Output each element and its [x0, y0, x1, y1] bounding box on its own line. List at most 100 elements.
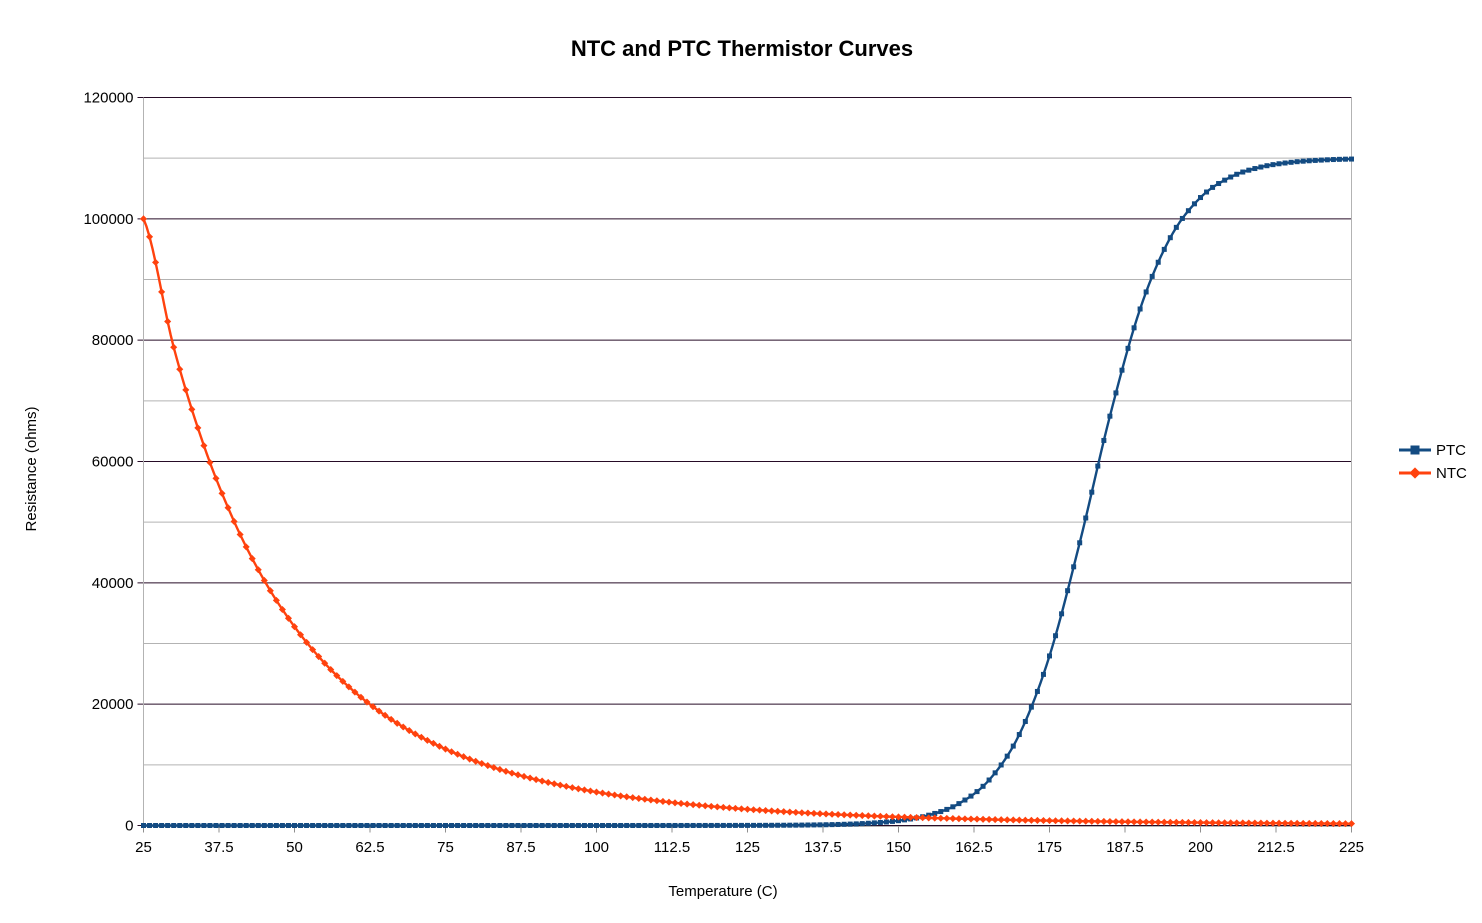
square-marker	[201, 823, 207, 828]
square-marker	[696, 822, 702, 828]
square-marker	[455, 823, 461, 828]
diamond-marker	[532, 776, 540, 784]
diamond-marker	[955, 815, 963, 823]
square-marker	[636, 822, 642, 828]
square-marker	[237, 823, 243, 828]
square-marker	[1234, 171, 1240, 177]
square-marker	[183, 823, 189, 828]
diamond-marker	[290, 623, 299, 631]
square-marker	[1089, 489, 1095, 495]
diamond-marker	[937, 814, 945, 822]
diamond-marker	[472, 757, 480, 765]
square-marker	[189, 823, 195, 828]
square-marker	[467, 823, 473, 828]
square-marker	[1107, 413, 1113, 419]
diamond-marker	[520, 772, 528, 780]
diamond-marker	[417, 733, 425, 741]
y-tick-label: 80000	[92, 332, 134, 349]
square-marker	[618, 823, 624, 828]
square-marker	[720, 822, 726, 828]
diamond-marker	[653, 797, 661, 805]
square-marker	[998, 762, 1004, 768]
legend-square-marker-ptc	[1410, 445, 1420, 455]
diamond-marker	[423, 736, 431, 744]
x-tick-label: 137.5	[804, 839, 842, 856]
x-tick-label: 62.5	[355, 839, 384, 856]
diamond-marker	[484, 762, 492, 770]
diamond-marker	[786, 808, 794, 816]
square-marker	[219, 823, 225, 828]
square-marker	[1300, 158, 1306, 164]
diamond-marker	[1009, 816, 1017, 824]
square-marker	[557, 823, 563, 828]
square-marker	[388, 823, 394, 828]
square-marker	[1276, 161, 1282, 167]
square-marker	[1161, 246, 1167, 252]
diamond-marker	[164, 317, 172, 325]
diamond-marker	[454, 750, 462, 758]
square-marker	[962, 797, 968, 803]
x-tick-label: 200	[1188, 839, 1213, 856]
square-marker	[805, 822, 811, 828]
diamond-marker	[230, 517, 238, 525]
square-marker	[992, 770, 998, 776]
square-marker	[1246, 167, 1252, 173]
y-tick-label: 120000	[83, 90, 133, 107]
diamond-marker	[816, 810, 824, 818]
diamond-marker	[429, 739, 437, 747]
square-marker	[1053, 633, 1059, 639]
diamond-marker	[677, 799, 685, 807]
square-marker	[1095, 463, 1101, 469]
x-tick-label: 87.5	[506, 839, 535, 856]
diamond-marker	[586, 787, 594, 795]
square-marker	[273, 823, 279, 828]
diamond-marker	[762, 807, 770, 815]
square-marker	[1173, 224, 1179, 230]
square-marker	[950, 804, 956, 810]
square-marker	[328, 823, 334, 828]
square-marker	[485, 823, 491, 828]
square-marker	[1155, 259, 1161, 265]
diamond-marker	[949, 815, 957, 823]
square-marker	[316, 823, 322, 828]
square-marker	[853, 821, 859, 827]
square-marker	[793, 822, 799, 828]
diamond-marker	[888, 813, 896, 821]
diamond-marker	[254, 566, 262, 574]
diamond-marker	[514, 771, 522, 779]
diamond-marker	[804, 809, 812, 817]
diamond-marker	[925, 814, 933, 822]
diamond-marker	[919, 814, 927, 822]
series-markers	[139, 156, 1356, 828]
square-marker	[1028, 704, 1034, 710]
square-marker	[1010, 743, 1016, 749]
diamond-marker	[405, 726, 413, 735]
square-marker	[835, 821, 841, 827]
square-marker	[225, 823, 231, 828]
diamond-marker	[641, 795, 649, 803]
square-marker	[1101, 437, 1107, 443]
square-marker	[1047, 653, 1052, 659]
square-marker	[503, 823, 509, 828]
x-tick-label: 187.5	[1106, 839, 1144, 856]
diamond-marker	[756, 806, 764, 814]
diamond-marker	[798, 809, 806, 817]
square-marker	[322, 823, 328, 828]
diamond-marker	[146, 233, 154, 241]
square-marker	[310, 823, 316, 828]
diamond-marker	[961, 815, 969, 823]
square-marker	[648, 822, 654, 828]
diamond-marker	[768, 807, 776, 815]
x-tick-label: 112.5	[654, 839, 690, 856]
diamond-marker	[780, 808, 788, 816]
square-marker	[412, 823, 418, 828]
diamond-marker	[774, 807, 782, 815]
square-marker	[1022, 718, 1028, 724]
x-axis-tick-labels: 25 37.5 50 62.5 75 87.5 100 112.5 125 137.5 150 162…	[135, 839, 1364, 856]
square-marker	[624, 822, 630, 828]
square-marker	[1059, 611, 1065, 617]
square-marker	[865, 820, 871, 826]
ntc-markers	[139, 215, 1356, 828]
square-marker	[346, 823, 352, 828]
y-tick-label: 40000	[92, 575, 134, 592]
